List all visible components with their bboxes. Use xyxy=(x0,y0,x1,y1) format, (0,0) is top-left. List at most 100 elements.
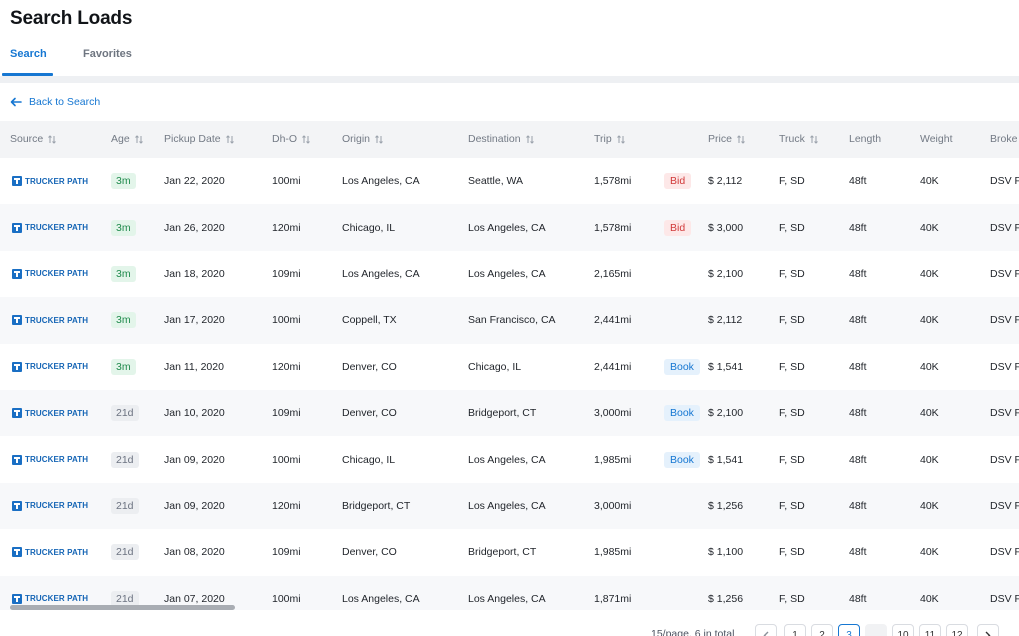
action-cell[interactable]: Bid xyxy=(664,219,692,236)
pagination-ellipsis[interactable]: … xyxy=(865,624,887,636)
table-row[interactable]: TRUCKER PATH 3m Jan 22, 2020 100mi Los Angel… xyxy=(0,158,1019,204)
prev-page-button[interactable] xyxy=(755,624,777,636)
column-header-age[interactable]: Age xyxy=(111,133,143,145)
destination: Seattle, WA xyxy=(468,175,524,188)
destination-cell: Bridgeport, CT xyxy=(468,546,536,558)
table-row[interactable]: TRUCKER PATH 3m Jan 11, 2020 120mi Denver, C… xyxy=(0,344,1019,390)
destination-cell: Los Angeles, CA xyxy=(468,268,546,280)
section-divider xyxy=(0,76,1019,83)
table-row[interactable]: TRUCKER PATH 21d Jan 07, 2020 100mi Los Ange… xyxy=(0,575,1019,610)
page-button[interactable]: 3 xyxy=(838,624,860,636)
column-header-truck[interactable]: Truck xyxy=(779,133,818,145)
page-button[interactable]: 2 xyxy=(811,624,833,636)
table-row[interactable]: TRUCKER PATH 3m Jan 17, 2020 100mi Coppell, … xyxy=(0,297,1019,344)
column-header-source[interactable]: Source xyxy=(10,133,57,145)
pickup-date: Jan 10, 2020 xyxy=(164,407,225,420)
broker: DSV F xyxy=(990,453,1019,466)
weight: 40K xyxy=(920,175,939,188)
bid-button[interactable]: Bid xyxy=(664,219,692,236)
length-cell: 48ft xyxy=(849,361,867,373)
broker: DSV F xyxy=(990,546,1019,559)
action-cell[interactable]: Book xyxy=(664,451,700,468)
weight: 40K xyxy=(920,221,939,234)
page-button[interactable]: 12 xyxy=(946,624,968,636)
pickup-date-cell: Jan 18, 2020 xyxy=(164,268,225,280)
column-header-pickup-date[interactable]: Pickup Date xyxy=(164,133,234,145)
page-title: Search Loads xyxy=(10,8,133,29)
next-page-button[interactable] xyxy=(977,624,999,636)
sort-icon[interactable] xyxy=(375,134,383,144)
truck-type: F, SD xyxy=(779,592,805,605)
age-cell: 21d xyxy=(111,590,139,607)
table-row[interactable]: TRUCKER PATH 3m Jan 18, 2020 109mi Los Angel… xyxy=(0,251,1019,297)
tab-bar: Search Favorites xyxy=(0,40,1019,76)
column-header-broker: Broke xyxy=(990,133,1017,145)
sort-icon[interactable] xyxy=(225,134,234,144)
sort-icon[interactable] xyxy=(134,134,143,144)
trip-cell: 1,578mi xyxy=(594,222,631,234)
trip-cell: 3,000mi xyxy=(594,407,631,419)
age-badge: 21d xyxy=(111,590,139,607)
book-button[interactable]: Book xyxy=(664,451,700,468)
dh-o-cell: 100mi xyxy=(272,593,301,605)
weight: 40K xyxy=(920,267,939,280)
deadhead-origin: 100mi xyxy=(272,314,301,327)
origin-cell: Los Angeles, CA xyxy=(342,593,420,605)
action-cell[interactable]: Bid xyxy=(664,173,692,190)
sort-icon[interactable] xyxy=(525,134,534,144)
age-cell: 3m xyxy=(111,312,136,329)
sort-icon[interactable] xyxy=(48,134,57,144)
bid-button[interactable]: Bid xyxy=(664,173,692,190)
column-header-origin[interactable]: Origin xyxy=(342,133,383,145)
origin: Chicago, IL xyxy=(342,221,396,234)
table-header: Source Age Pickup Date Dh-O Origin Destinatio… xyxy=(0,121,1019,158)
dh-o-cell: 120mi xyxy=(272,500,301,512)
tab-search[interactable]: Search xyxy=(10,48,47,60)
price: $ 1,100 xyxy=(708,546,744,559)
back-to-search-link[interactable]: Back to Search xyxy=(10,96,100,108)
book-button[interactable]: Book xyxy=(664,358,700,375)
tab-favorites[interactable]: Favorites xyxy=(83,48,132,60)
column-header-trip[interactable]: Trip xyxy=(594,133,625,145)
table-row[interactable]: TRUCKER PATH 21d Jan 09, 2020 100mi Chicago,… xyxy=(0,436,1019,482)
pickup-date-cell: Jan 26, 2020 xyxy=(164,222,225,234)
length-cell: 48ft xyxy=(849,268,867,280)
truck-type: F, SD xyxy=(779,407,805,420)
price: $ 2,100 xyxy=(708,407,744,420)
pickup-date: Jan 26, 2020 xyxy=(164,221,225,234)
trucker-path-logo: TRUCKER PATH xyxy=(12,547,88,558)
sort-icon[interactable] xyxy=(737,134,745,144)
dh-o-cell: 100mi xyxy=(272,175,301,187)
column-header-dh-o[interactable]: Dh-O xyxy=(272,133,310,145)
length-cell: 48ft xyxy=(849,593,867,605)
table-row[interactable]: TRUCKER PATH 3m Jan 26, 2020 120mi Chicago, … xyxy=(0,204,1019,251)
horizontal-scrollbar[interactable] xyxy=(10,605,235,610)
source-name: TRUCKER PATH xyxy=(25,362,89,372)
table-row[interactable]: TRUCKER PATH 21d Jan 10, 2020 109mi Denver, … xyxy=(0,390,1019,437)
source-cell: TRUCKER PATH xyxy=(12,593,88,604)
page-button[interactable]: 1 xyxy=(784,624,806,636)
action-cell[interactable]: Book xyxy=(664,358,700,375)
book-button[interactable]: Book xyxy=(664,405,700,422)
page-button[interactable]: 11 xyxy=(919,624,941,636)
price-cell: $ 1,100 xyxy=(708,546,743,558)
sort-icon[interactable] xyxy=(810,134,818,144)
destination-cell: San Francisco, CA xyxy=(468,314,556,326)
origin: Chicago, IL xyxy=(342,453,396,466)
broker: DSV F xyxy=(990,499,1019,512)
trucker-path-logo-icon xyxy=(12,176,22,187)
action-cell[interactable]: Book xyxy=(664,405,700,422)
sort-icon[interactable] xyxy=(616,134,625,144)
table-row[interactable]: TRUCKER PATH 21d Jan 09, 2020 120mi Bridgepo… xyxy=(0,482,1019,530)
column-header-price[interactable]: Price xyxy=(708,133,745,145)
page-button[interactable]: 10 xyxy=(892,624,914,636)
active-tab-indicator xyxy=(2,73,53,76)
origin: Los Angeles, CA xyxy=(342,267,420,280)
trip-distance: 2,441mi xyxy=(594,314,632,327)
column-header-destination[interactable]: Destination xyxy=(468,133,534,145)
column-header-label: Pickup Date xyxy=(164,133,221,145)
origin-cell: Denver, CO xyxy=(342,407,397,419)
length-cell: 48ft xyxy=(849,546,867,558)
table-row[interactable]: TRUCKER PATH 21d Jan 08, 2020 109mi Denver, … xyxy=(0,529,1019,575)
sort-icon[interactable] xyxy=(302,134,310,144)
